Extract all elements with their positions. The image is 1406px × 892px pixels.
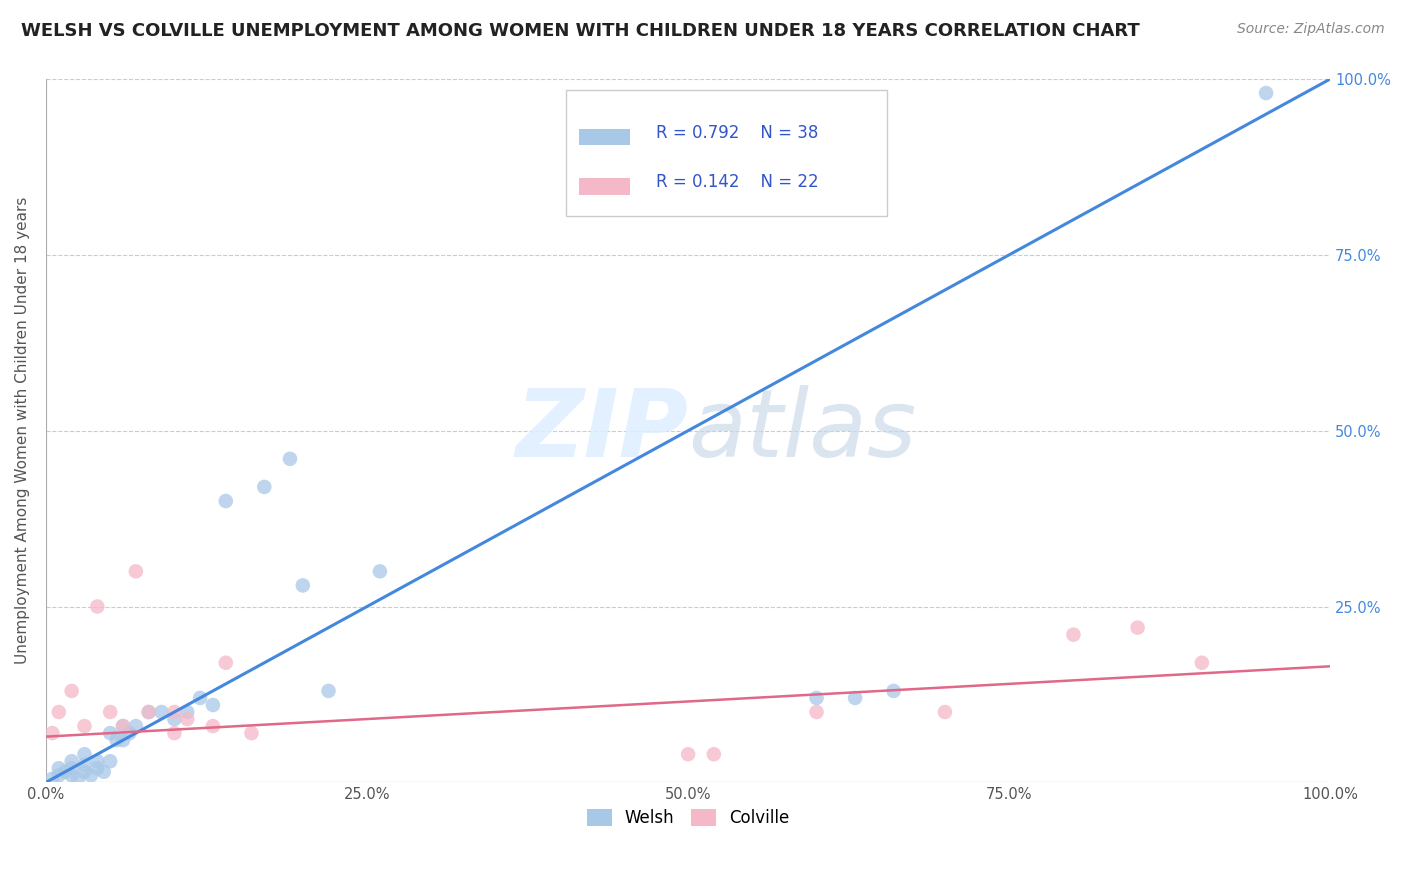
Point <box>73 757 96 772</box>
Point <box>48 705 70 719</box>
Point <box>60 684 83 698</box>
Bar <box>579 178 630 194</box>
Point <box>176 705 198 719</box>
Point <box>806 690 828 705</box>
Point <box>98 726 121 740</box>
Point <box>112 719 135 733</box>
Text: atlas: atlas <box>688 385 917 476</box>
Point <box>176 712 198 726</box>
Point <box>318 684 340 698</box>
Point <box>1191 656 1213 670</box>
Point <box>48 761 70 775</box>
Text: WELSH VS COLVILLE UNEMPLOYMENT AMONG WOMEN WITH CHILDREN UNDER 18 YEARS CORRELAT: WELSH VS COLVILLE UNEMPLOYMENT AMONG WOM… <box>21 22 1140 40</box>
Point <box>138 705 160 719</box>
Point <box>112 733 135 747</box>
Point <box>883 684 905 698</box>
Text: Source: ZipAtlas.com: Source: ZipAtlas.com <box>1237 22 1385 37</box>
Text: R = 0.142    N = 22: R = 0.142 N = 22 <box>657 173 818 192</box>
FancyBboxPatch shape <box>567 89 887 216</box>
Point <box>1062 627 1084 641</box>
Point <box>163 705 186 719</box>
Point <box>934 705 956 719</box>
Point <box>98 705 121 719</box>
Point <box>125 719 148 733</box>
Point <box>240 726 263 740</box>
Point <box>73 719 96 733</box>
Point <box>368 565 391 579</box>
Point <box>201 698 224 712</box>
Point <box>48 768 70 782</box>
Point <box>60 761 83 775</box>
Point <box>253 480 276 494</box>
Point <box>73 747 96 762</box>
Point <box>1254 86 1277 100</box>
Point <box>201 719 224 733</box>
Bar <box>579 128 630 145</box>
Point <box>138 705 160 719</box>
Point <box>112 719 135 733</box>
Point <box>60 768 83 782</box>
Point <box>278 451 301 466</box>
Point <box>125 565 148 579</box>
Point <box>215 494 238 508</box>
Point <box>60 754 83 768</box>
Point <box>844 690 866 705</box>
Point <box>118 726 141 740</box>
Point <box>73 764 96 779</box>
Y-axis label: Unemployment Among Women with Children Under 18 years: Unemployment Among Women with Children U… <box>15 197 30 665</box>
Point <box>86 754 108 768</box>
Point <box>80 768 103 782</box>
Legend: Welsh, Colville: Welsh, Colville <box>579 802 796 834</box>
Point <box>676 747 699 762</box>
Point <box>86 599 108 614</box>
Point <box>215 656 238 670</box>
Point <box>163 726 186 740</box>
Point <box>1126 621 1149 635</box>
Point <box>41 726 63 740</box>
Point <box>67 772 90 786</box>
Point <box>188 690 211 705</box>
Point <box>703 747 725 762</box>
Point <box>86 761 108 775</box>
Point <box>53 764 76 779</box>
Point <box>98 754 121 768</box>
Point <box>41 772 63 786</box>
Point <box>291 578 314 592</box>
Text: ZIP: ZIP <box>515 384 688 476</box>
Point <box>150 705 173 719</box>
Text: R = 0.792    N = 38: R = 0.792 N = 38 <box>657 124 818 142</box>
Point <box>806 705 828 719</box>
Point <box>105 733 128 747</box>
Point <box>163 712 186 726</box>
Point <box>93 764 115 779</box>
